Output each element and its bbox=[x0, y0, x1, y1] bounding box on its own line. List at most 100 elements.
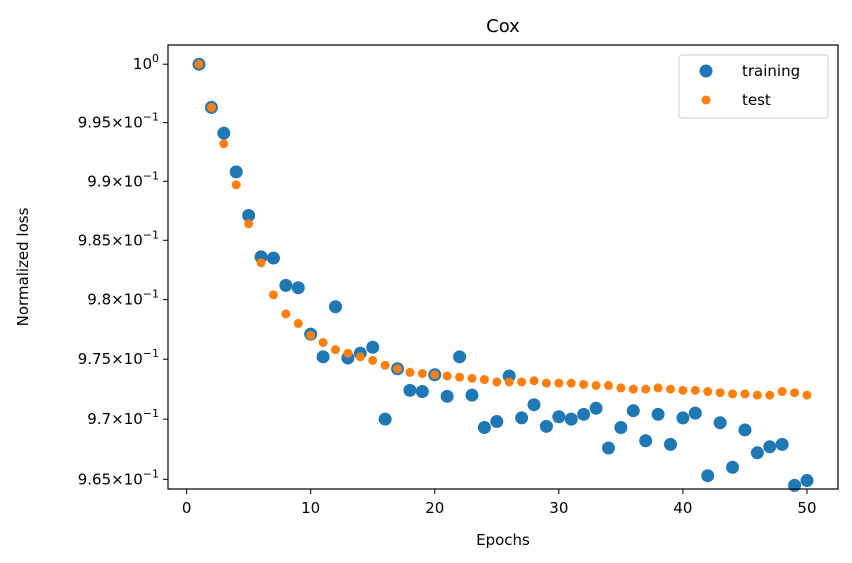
test-point bbox=[752, 390, 762, 400]
test-point bbox=[517, 377, 527, 387]
test-point bbox=[765, 390, 775, 400]
test-point bbox=[331, 345, 340, 355]
test-point bbox=[368, 355, 378, 365]
training-point bbox=[800, 474, 814, 488]
test-point bbox=[653, 383, 663, 393]
x-tick-label: 0 bbox=[182, 499, 192, 517]
y-tick-label: 9.65×10−1 bbox=[78, 467, 159, 488]
y-tick-label: 9.95×10−1 bbox=[78, 111, 159, 132]
training-point bbox=[614, 421, 628, 435]
training-point bbox=[378, 412, 392, 426]
training-point bbox=[242, 209, 256, 222]
test-point bbox=[268, 290, 278, 300]
test-point bbox=[790, 388, 800, 398]
training-point bbox=[539, 419, 553, 433]
training-point bbox=[775, 437, 789, 451]
x-tick-label: 20 bbox=[425, 499, 444, 517]
test-point bbox=[417, 369, 427, 379]
y-tick-label: 100 bbox=[133, 52, 159, 73]
test-point bbox=[616, 383, 626, 393]
test-point bbox=[703, 387, 713, 397]
training-point bbox=[701, 469, 715, 483]
test-point bbox=[318, 337, 328, 347]
test-point bbox=[442, 371, 452, 381]
x-tick-label: 30 bbox=[549, 499, 568, 517]
training-point bbox=[291, 281, 305, 295]
training-point bbox=[515, 411, 529, 425]
x-tick-label: 50 bbox=[797, 499, 816, 517]
training-point bbox=[750, 446, 764, 460]
training-point bbox=[726, 460, 740, 474]
test-point bbox=[355, 352, 365, 362]
y-axis-label: Normalized loss bbox=[14, 207, 32, 326]
test-point bbox=[529, 376, 539, 386]
y-tick-label: 9.9×10−1 bbox=[87, 169, 159, 190]
training-point bbox=[403, 383, 417, 397]
test-point bbox=[455, 372, 465, 382]
training-point bbox=[552, 410, 566, 424]
training-point bbox=[713, 416, 727, 430]
test-point bbox=[256, 258, 266, 268]
x-axis-label: Epochs bbox=[476, 531, 530, 549]
test-point bbox=[579, 379, 589, 389]
training-point bbox=[639, 434, 653, 448]
training-point bbox=[415, 385, 429, 399]
training-point bbox=[676, 411, 690, 425]
legend-marker-training bbox=[699, 64, 713, 78]
chart-title: Cox bbox=[486, 16, 520, 37]
test-point bbox=[430, 370, 440, 380]
training-point bbox=[763, 440, 777, 454]
test-point bbox=[306, 330, 316, 340]
legend-marker-test bbox=[701, 95, 711, 105]
test-point bbox=[678, 385, 688, 395]
test-point bbox=[492, 377, 502, 387]
test-point bbox=[231, 180, 241, 190]
legend-label-test: test bbox=[742, 91, 771, 109]
test-point bbox=[219, 139, 229, 149]
test-point bbox=[603, 381, 613, 391]
test-point bbox=[479, 375, 489, 385]
test-point bbox=[393, 364, 403, 374]
training-point bbox=[589, 401, 603, 415]
training-point bbox=[440, 389, 454, 403]
y-tick-label: 9.85×10−1 bbox=[78, 228, 159, 249]
training-point bbox=[788, 478, 802, 492]
training-point bbox=[577, 407, 591, 421]
test-point bbox=[641, 384, 651, 394]
test-point bbox=[554, 378, 564, 388]
training-point bbox=[527, 398, 541, 412]
test-point bbox=[802, 390, 812, 400]
plot-frame bbox=[167, 44, 839, 490]
test-point bbox=[293, 318, 303, 328]
test-point bbox=[380, 360, 390, 370]
test-point bbox=[281, 309, 291, 319]
test-point bbox=[343, 348, 353, 358]
test-point bbox=[740, 389, 750, 399]
training-point bbox=[366, 340, 380, 354]
test-point bbox=[777, 387, 787, 397]
test-point bbox=[690, 385, 700, 395]
training-point bbox=[329, 300, 342, 314]
training-point bbox=[626, 404, 640, 418]
training-point bbox=[465, 388, 479, 402]
legend: training test bbox=[678, 54, 829, 119]
training-point bbox=[490, 415, 504, 429]
test-point bbox=[244, 219, 254, 229]
test-point bbox=[194, 59, 204, 69]
test-point bbox=[715, 388, 725, 398]
training-point bbox=[651, 407, 665, 421]
training-point bbox=[738, 423, 752, 437]
test-point bbox=[628, 384, 638, 394]
test-point bbox=[405, 367, 415, 377]
training-point bbox=[266, 251, 280, 265]
y-tick-label: 9.8×10−1 bbox=[87, 288, 159, 309]
test-point bbox=[467, 373, 477, 383]
x-tick-label: 10 bbox=[301, 499, 320, 517]
test-point bbox=[206, 102, 216, 112]
test-point bbox=[541, 378, 551, 388]
test-point bbox=[666, 384, 675, 394]
x-tick-label: 40 bbox=[673, 499, 692, 517]
y-tick-label: 9.7×10−1 bbox=[87, 407, 159, 428]
legend-box bbox=[678, 54, 829, 119]
